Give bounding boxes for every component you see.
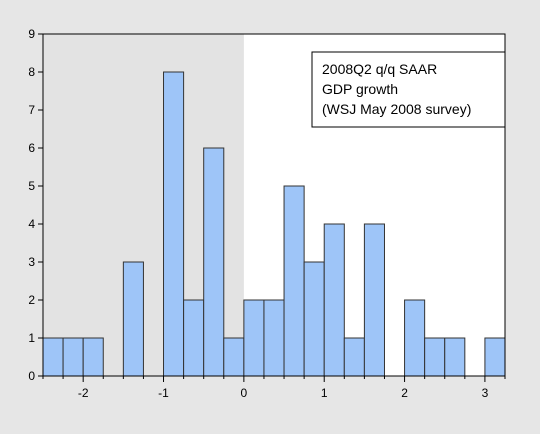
plot-frame	[42, 33, 506, 377]
x-tick-label: -1	[158, 386, 169, 400]
histogram-bar-4	[163, 71, 185, 377]
histogram-bar-3	[122, 261, 144, 377]
histogram-bar-15	[404, 299, 426, 377]
x-tick-label: 3	[482, 386, 489, 400]
y-tick-label: 8	[28, 65, 35, 79]
y-tick-label: 6	[28, 141, 35, 155]
histogram-bar-9	[263, 299, 285, 377]
histogram-bar-12	[323, 223, 345, 377]
y-tick-label: 5	[28, 179, 35, 193]
y-tick-label: 1	[28, 331, 35, 345]
histogram-bar-5	[183, 299, 205, 377]
y-axis: 0 1 2 3 4 5 6 7 8 9	[28, 27, 43, 383]
y-tick-label: 4	[28, 217, 35, 231]
histogram-bar-7	[223, 337, 245, 377]
histogram-bar-18	[484, 337, 506, 377]
legend-frame	[311, 51, 506, 128]
histogram-bar-6	[203, 147, 225, 377]
histogram-bar-8	[243, 299, 265, 377]
x-tick-label: 1	[321, 386, 328, 400]
x-tick-label: -2	[78, 386, 89, 400]
histogram-bar-0	[42, 337, 64, 377]
x-tick-label: 0	[241, 386, 248, 400]
histogram-bar-16	[424, 337, 446, 377]
legend-line-2: GDP growth	[322, 81, 398, 97]
histogram-bar-1	[62, 337, 84, 377]
histogram-bar-10	[283, 185, 305, 377]
histogram-bar-14	[363, 223, 385, 377]
histogram-bar-2	[82, 337, 104, 377]
y-tick-label: 2	[28, 293, 35, 307]
histogram-bar-11	[303, 261, 325, 377]
y-tick-label: 7	[28, 103, 35, 117]
x-tick-label: 2	[401, 386, 408, 400]
histogram-bar-17	[444, 337, 466, 377]
histogram-bar-13	[343, 337, 365, 377]
y-tick-label: 9	[28, 27, 35, 41]
y-tick-label: 0	[28, 369, 35, 383]
legend-line-1: 2008Q2 q/q SAAR	[322, 61, 437, 77]
legend-box: 2008Q2 q/q SAAR GDP growth (WSJ May 2008…	[311, 51, 506, 128]
x-axis: -2 -1 0 1 2 3	[42, 376, 506, 400]
y-tick-label: 3	[28, 255, 35, 269]
legend-line-3: (WSJ May 2008 survey)	[322, 101, 471, 117]
